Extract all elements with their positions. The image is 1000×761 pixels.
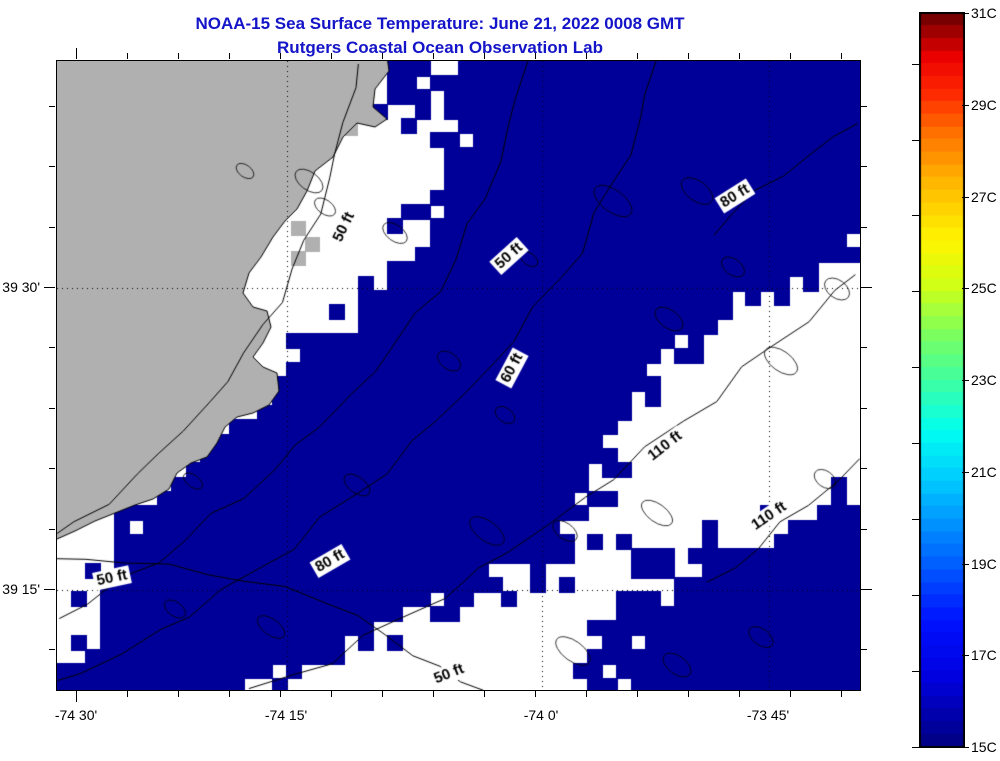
x-axis-minor-tick	[331, 53, 332, 59]
x-axis-minor-tick	[484, 53, 485, 59]
y-axis-label: 39 15'	[2, 581, 40, 597]
x-axis-minor-tick	[535, 53, 536, 59]
colorbar[interactable]	[919, 12, 965, 748]
x-axis-label: -74 15'	[264, 707, 308, 723]
x-axis-minor-tick	[790, 691, 791, 697]
y-axis-minor-tick	[861, 649, 867, 650]
x-axis-minor-tick	[127, 691, 128, 697]
x-axis-minor-tick	[739, 691, 740, 697]
y-axis-major-tick	[44, 287, 55, 288]
x-axis-major-tick	[76, 48, 77, 59]
x-axis-minor-tick	[178, 53, 179, 59]
colorbar-tick-celsius	[962, 380, 969, 381]
x-axis-minor-tick	[433, 691, 434, 697]
sst-map-plot-area[interactable]	[56, 60, 861, 691]
x-axis-minor-tick	[535, 691, 536, 697]
y-axis-minor-tick	[49, 529, 55, 530]
colorbar-tick-celsius	[962, 655, 969, 656]
x-axis-minor-tick	[280, 53, 281, 59]
colorbar-label-celsius: 27C	[971, 188, 997, 205]
colorbar-tick-fahrenheit	[912, 367, 919, 368]
y-axis-minor-tick	[861, 408, 867, 409]
colorbar-tick-fahrenheit	[912, 519, 919, 520]
y-axis-major-tick	[861, 287, 872, 288]
colorbar-tick-fahrenheit	[912, 291, 919, 292]
colorbar-label-celsius: 31C	[971, 5, 997, 21]
colorbar-label-celsius: 19C	[971, 555, 997, 572]
x-axis-minor-tick	[178, 691, 179, 697]
x-axis-minor-tick	[280, 691, 281, 697]
x-axis-minor-tick	[688, 53, 689, 59]
x-axis-minor-tick	[637, 53, 638, 59]
sst-raster	[57, 61, 860, 690]
colorbar-label-celsius: 21C	[971, 463, 997, 480]
x-axis-minor-tick	[739, 53, 740, 59]
x-axis-minor-tick	[229, 53, 230, 59]
x-axis-minor-tick	[688, 691, 689, 697]
colorbar-tick-celsius	[962, 747, 969, 748]
x-axis-minor-tick	[433, 53, 434, 59]
colorbar-tick-celsius	[962, 472, 969, 473]
colorbar-gradient	[919, 12, 965, 748]
y-axis-label: 39 30'	[2, 279, 40, 295]
colorbar-label-celsius: 23C	[971, 372, 997, 388]
colorbar-tick-fahrenheit	[912, 747, 919, 748]
title-line-2: Rutgers Coastal Ocean Observation Lab	[277, 38, 603, 57]
y-axis-minor-tick	[861, 166, 867, 167]
y-axis-minor-tick	[861, 468, 867, 469]
title-line-1: NOAA-15 Sea Surface Temperature: June 21…	[195, 14, 685, 33]
colorbar-tick-celsius	[962, 288, 969, 289]
y-axis-major-tick	[861, 589, 872, 590]
colorbar-label-celsius: 29C	[971, 96, 997, 113]
colorbar-tick-fahrenheit	[912, 215, 919, 216]
colorbar-tick-celsius	[962, 105, 969, 106]
y-axis-minor-tick	[861, 106, 867, 107]
x-axis-minor-tick	[382, 691, 383, 697]
colorbar-tick-celsius	[962, 197, 969, 198]
x-axis-minor-tick	[841, 53, 842, 59]
y-axis-minor-tick	[861, 227, 867, 228]
colorbar-tick-celsius	[962, 13, 969, 14]
y-axis-major-tick	[44, 589, 55, 590]
x-axis-minor-tick	[127, 53, 128, 59]
colorbar-label-celsius: 15C	[971, 739, 997, 755]
y-axis-minor-tick	[49, 649, 55, 650]
x-axis-label: -74 30'	[54, 707, 98, 723]
x-axis-minor-tick	[790, 53, 791, 59]
x-axis-minor-tick	[229, 691, 230, 697]
colorbar-tick-celsius	[962, 564, 969, 565]
x-axis-major-tick	[76, 691, 77, 702]
y-axis-minor-tick	[49, 468, 55, 469]
y-axis-minor-tick	[49, 227, 55, 228]
x-axis-minor-tick	[331, 691, 332, 697]
x-axis-minor-tick	[841, 691, 842, 697]
colorbar-label-celsius: 17C	[971, 647, 997, 664]
x-axis-label: -74 0'	[523, 707, 559, 723]
y-axis-minor-tick	[49, 347, 55, 348]
colorbar-tick-fahrenheit	[912, 64, 919, 65]
x-axis-minor-tick	[382, 53, 383, 59]
x-axis-minor-tick	[637, 691, 638, 697]
colorbar-tick-fahrenheit	[912, 595, 919, 596]
page-title: NOAA-15 Sea Surface Temperature: June 21…	[0, 12, 880, 60]
x-axis-minor-tick	[586, 691, 587, 697]
y-axis-minor-tick	[49, 408, 55, 409]
y-axis-minor-tick	[49, 106, 55, 107]
colorbar-tick-fahrenheit	[912, 140, 919, 141]
y-axis-minor-tick	[861, 529, 867, 530]
x-axis-label: -73 45'	[746, 707, 790, 723]
x-axis-minor-tick	[586, 53, 587, 59]
colorbar-label-celsius: 25C	[971, 280, 997, 297]
x-axis-minor-tick	[484, 691, 485, 697]
y-axis-minor-tick	[49, 166, 55, 167]
colorbar-tick-fahrenheit	[912, 443, 919, 444]
y-axis-minor-tick	[861, 347, 867, 348]
colorbar-tick-fahrenheit	[912, 671, 919, 672]
